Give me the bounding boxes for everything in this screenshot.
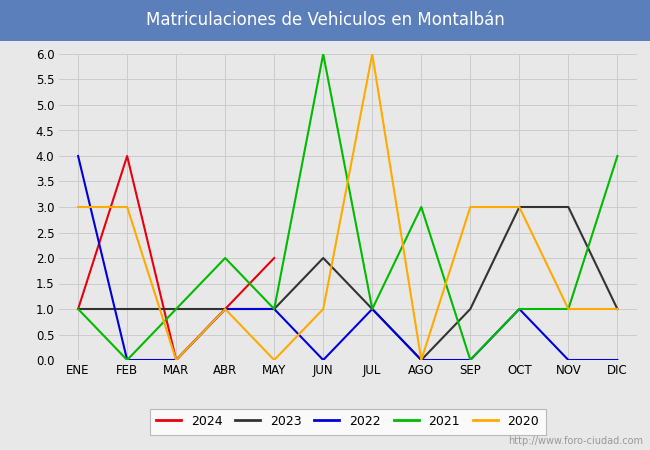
Line: 2022: 2022 [78, 156, 618, 360]
2022 [270, 306, 278, 312]
2021 [319, 51, 327, 57]
2020 [124, 204, 131, 210]
Line: 2020: 2020 [78, 54, 618, 360]
2023 [319, 255, 327, 261]
2021 [270, 306, 278, 312]
2022 [319, 357, 327, 363]
Text: http://www.foro-ciudad.com: http://www.foro-ciudad.com [508, 436, 644, 446]
2023 [74, 306, 82, 312]
2020 [270, 357, 278, 363]
2023 [270, 306, 278, 312]
2021 [417, 204, 425, 210]
2020 [172, 357, 180, 363]
2023 [369, 306, 376, 312]
2022 [614, 357, 621, 363]
2023 [221, 306, 229, 312]
2022 [124, 357, 131, 363]
2020 [564, 306, 572, 312]
2024 [124, 153, 131, 159]
2024 [270, 255, 278, 261]
2023 [467, 306, 474, 312]
2020 [417, 357, 425, 363]
2021 [221, 255, 229, 261]
Legend: 2024, 2023, 2022, 2021, 2020: 2024, 2023, 2022, 2021, 2020 [150, 409, 545, 435]
2021 [515, 306, 523, 312]
2020 [614, 306, 621, 312]
Text: Matriculaciones de Vehiculos en Montalbán: Matriculaciones de Vehiculos en Montalbá… [146, 11, 504, 29]
2022 [467, 357, 474, 363]
2020 [369, 51, 376, 57]
2022 [564, 357, 572, 363]
2020 [319, 306, 327, 312]
2022 [172, 357, 180, 363]
2021 [564, 306, 572, 312]
2022 [221, 306, 229, 312]
2023 [564, 204, 572, 210]
2022 [515, 306, 523, 312]
2023 [124, 306, 131, 312]
2024 [221, 306, 229, 312]
Line: 2023: 2023 [78, 207, 618, 360]
2022 [74, 153, 82, 159]
2024 [74, 306, 82, 312]
2022 [369, 306, 376, 312]
2023 [172, 306, 180, 312]
2021 [614, 153, 621, 159]
Line: 2024: 2024 [78, 156, 274, 360]
2021 [172, 306, 180, 312]
Line: 2021: 2021 [78, 54, 618, 360]
2020 [221, 306, 229, 312]
2021 [74, 306, 82, 312]
2021 [467, 357, 474, 363]
2020 [74, 204, 82, 210]
2020 [515, 204, 523, 210]
2023 [417, 357, 425, 363]
2024 [172, 357, 180, 363]
2021 [124, 357, 131, 363]
2021 [369, 306, 376, 312]
2022 [417, 357, 425, 363]
2020 [467, 204, 474, 210]
2023 [614, 306, 621, 312]
2023 [515, 204, 523, 210]
